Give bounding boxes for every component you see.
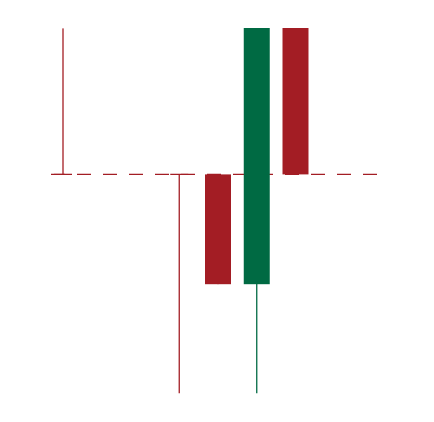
candle-5-body (282, 28, 309, 175)
candle-4-body (243, 28, 270, 285)
candle-3-body (205, 174, 231, 285)
